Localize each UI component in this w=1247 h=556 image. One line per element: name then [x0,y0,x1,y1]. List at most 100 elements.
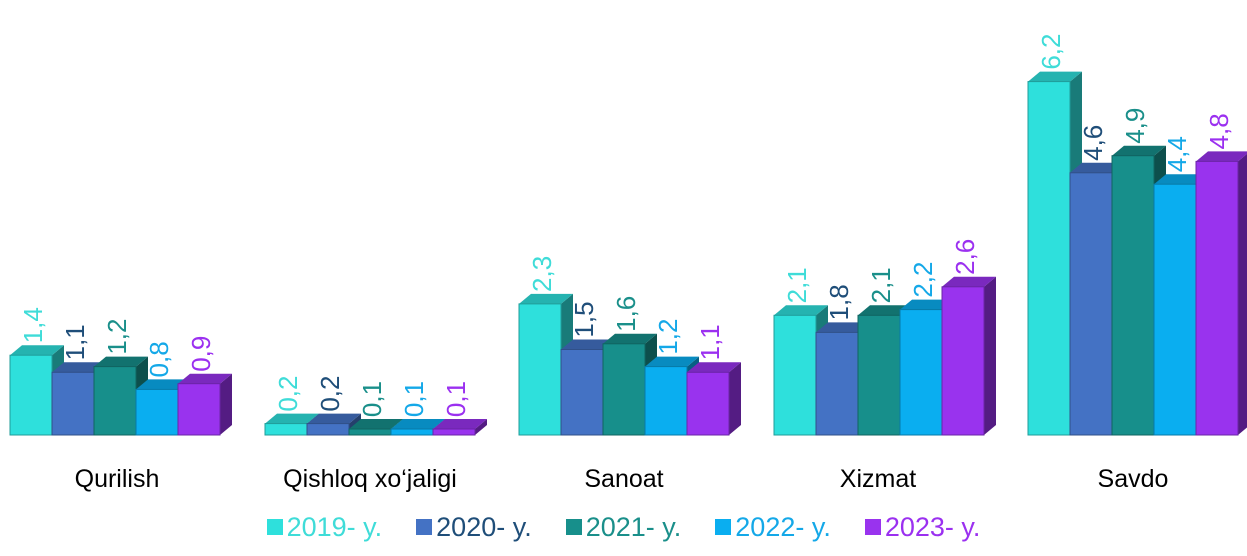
bar-front [815,331,859,436]
bar-front [177,383,221,436]
bar [1195,151,1247,436]
bar-top [136,379,190,390]
data-label: 0,9 [186,336,216,372]
data-label: 2,2 [908,262,938,298]
category-label: Qurilish [75,465,160,493]
bar-top [900,299,954,310]
data-label: 4,4 [1162,136,1192,172]
bar-top [433,419,487,429]
bar-front [857,314,901,436]
data-label: 2,6 [950,239,980,275]
bar-front [51,371,95,436]
data-label: 1,8 [824,284,854,320]
bar-front [1195,160,1239,436]
bar-front [1111,155,1155,436]
data-label: 0,1 [441,381,471,417]
bar-top [1028,71,1082,82]
bar-front [1069,172,1113,436]
bar-top [858,305,912,316]
bar-front [941,286,985,436]
bar-front [9,354,53,436]
bar-front [518,303,562,436]
legend-swatch [864,519,881,535]
bar-side [729,362,741,435]
legend-swatch [266,519,283,535]
bar-top [52,362,106,373]
legend-item: 2023- y. [864,512,980,542]
bar [941,276,996,436]
legend-swatch [565,519,582,535]
category-group [1027,71,1247,436]
category-label: Xizmat [840,465,916,493]
data-label: 2,1 [866,267,896,303]
legend-item: 2019- y. [266,512,383,542]
legend-swatch [715,519,732,535]
bar-front [1027,81,1071,436]
bar-front [93,366,137,436]
bar-side [475,419,487,435]
data-label: 0,1 [357,381,387,417]
bar [432,419,487,436]
category-group [518,293,741,436]
bar-top [561,339,615,350]
category-label: Savdo [1098,465,1169,493]
bar-front [1153,183,1197,436]
bar-front [602,343,646,436]
legend-swatch [416,519,433,535]
category-group [264,413,487,436]
data-label: 1,2 [102,319,132,355]
data-label: 0,1 [399,381,429,417]
data-label: 4,6 [1078,125,1108,161]
legend-item: 2021- y. [565,512,682,542]
data-label: 1,2 [653,319,683,355]
bar-side [1238,153,1247,435]
bar-top [178,373,232,384]
bar-side [220,373,232,435]
category-group [9,345,232,436]
bar-front [686,371,730,436]
bar [177,373,232,436]
data-label: 1,5 [569,301,599,337]
data-label: 0,2 [273,376,303,412]
legend-label: 2020- y. [436,512,532,542]
bar-top [307,413,361,424]
data-label: 1,1 [695,324,725,360]
bar-front [899,309,943,436]
data-label: 6,2 [1036,34,1066,70]
bar-top [816,322,870,333]
bar-front [644,366,688,436]
bar-top [10,345,64,356]
bar-front [135,388,179,436]
bar-top [1070,162,1124,173]
data-label: 1,6 [611,296,641,332]
bar-front [348,428,392,436]
legend-label: 2019- y. [286,512,383,542]
data-label: 0,8 [144,341,174,377]
bar-top [942,276,996,287]
bar-top [1112,145,1166,156]
bar-top [603,333,657,344]
category-label: Sanoat [584,465,663,493]
bar-top [519,293,573,304]
bar-top [265,413,319,424]
bar-top [1154,174,1208,185]
data-label: 4,9 [1120,108,1150,144]
category-label: Qishloq xo‘jaligi [283,465,457,493]
bar-front [390,428,434,436]
bar-front [560,349,604,436]
bar-top [774,305,828,316]
bar-front [773,314,817,436]
legend: 2019- y. 2020- y. 2021- y. 2022- y. 2023- y. [0,512,1247,542]
bar-top [687,362,741,373]
legend-label: 2022- y. [735,512,831,542]
legend-label: 2021- y. [585,512,682,542]
legend-item: 2022- y. [715,512,831,542]
bar [686,362,741,436]
bar-top [391,419,445,429]
bar-front [264,423,308,436]
legend-item: 2020- y. [416,512,532,542]
data-label: 4,8 [1204,113,1234,149]
bar-top [1196,151,1247,162]
